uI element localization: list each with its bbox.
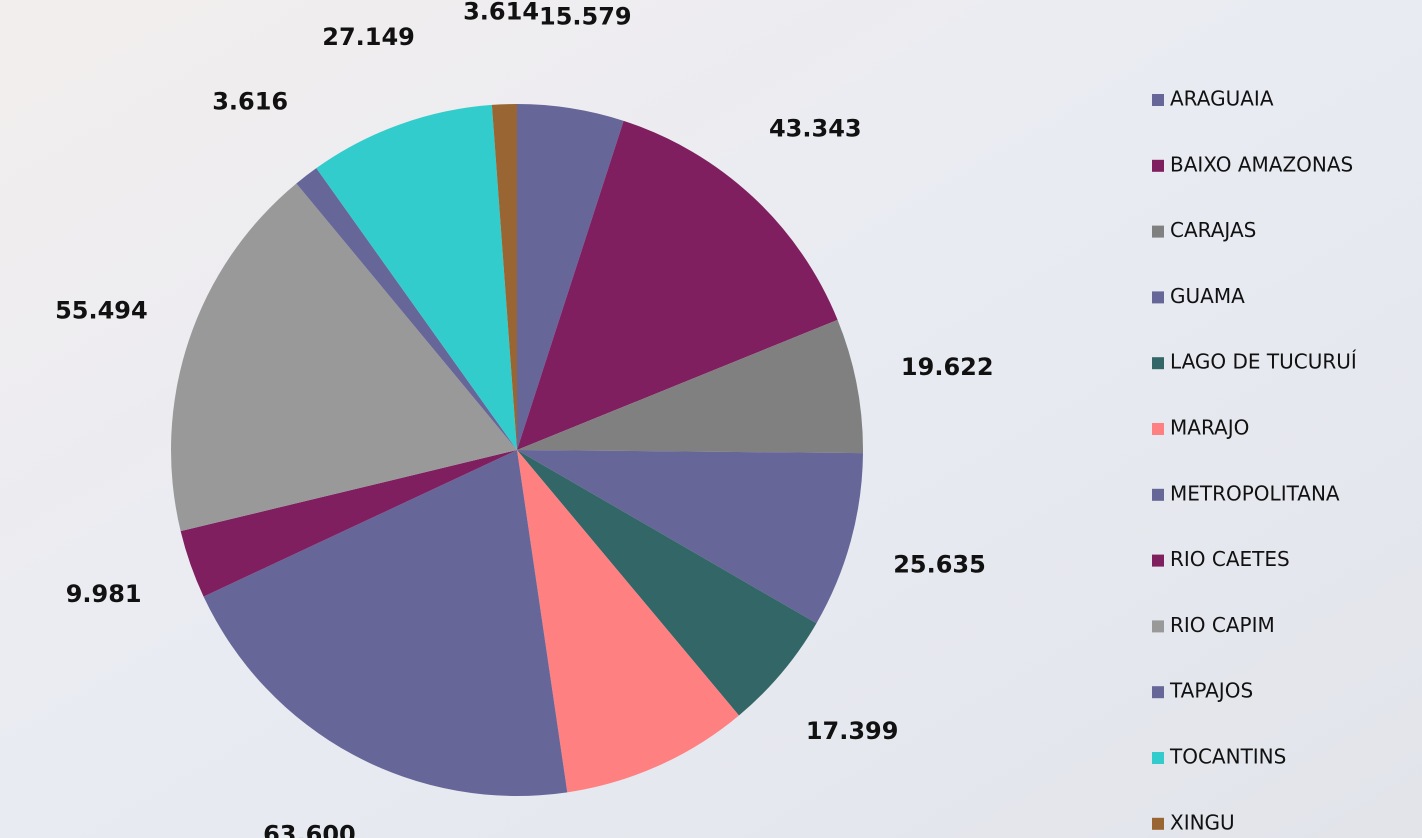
legend-label: LAGO DE TUCURUÍ (1170, 350, 1357, 374)
legend-swatch (1152, 686, 1164, 698)
data-label: 19.622 (901, 353, 994, 381)
data-label: 15.579 (539, 2, 632, 30)
legend-label: RIO CAPIM (1170, 613, 1275, 637)
legend-swatch (1152, 291, 1164, 303)
legend-swatch (1152, 752, 1164, 764)
legend-swatch (1152, 423, 1164, 435)
legend-swatch (1152, 555, 1164, 567)
legend-label: TOCANTINS (1169, 745, 1286, 769)
legend-swatch (1152, 226, 1164, 238)
data-label: 55.494 (55, 297, 148, 325)
legend-label: XINGU (1170, 810, 1235, 834)
data-label: 63.600 (263, 821, 356, 838)
data-label: 25.635 (893, 550, 986, 578)
legend-swatch (1152, 620, 1164, 632)
legend-swatch (1152, 94, 1164, 106)
data-label: 3.614 (463, 0, 539, 25)
chart: 15.57943.34319.62225.63517.39927.37363.6… (0, 0, 1422, 838)
legend-label: ARAGUAIA (1170, 87, 1274, 111)
legend-label: RIO CAETES (1170, 547, 1290, 571)
legend-swatch (1152, 489, 1164, 501)
legend-swatch (1152, 357, 1164, 369)
legend-label: BAIXO AMAZONAS (1170, 152, 1353, 176)
page: {"chart_data": {"type": "pie", "categori… (0, 0, 1422, 838)
data-label: 9.981 (66, 580, 142, 608)
data-label: 3.616 (212, 88, 288, 116)
legend-swatch (1152, 160, 1164, 172)
legend-label: METROPOLITANA (1170, 481, 1340, 505)
legend-label: MARAJO (1170, 416, 1249, 440)
data-label: 27.149 (322, 23, 415, 51)
legend-label: CARAJAS (1170, 218, 1256, 242)
data-label: 17.399 (806, 717, 899, 745)
legend-swatch (1152, 818, 1164, 830)
legend-label: TAPAJOS (1169, 679, 1253, 703)
legend-label: GUAMA (1170, 284, 1245, 308)
data-label: 43.343 (769, 114, 862, 142)
